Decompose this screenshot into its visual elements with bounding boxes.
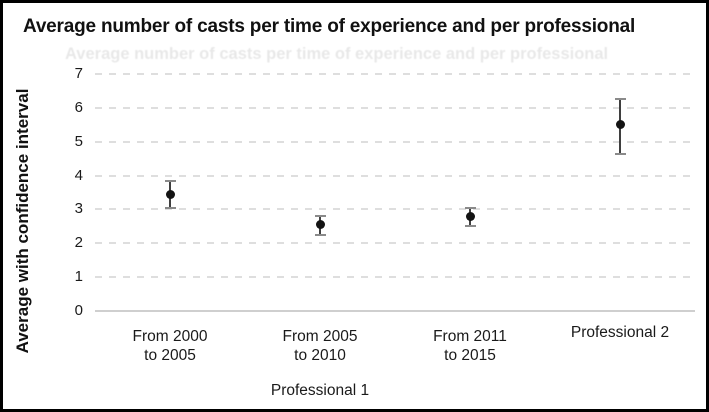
gridline-y6 (95, 106, 695, 109)
error-bar-cap-bottom (314, 233, 326, 236)
error-bar-cap-top (614, 98, 626, 101)
y-tick-label-5: 5 (74, 132, 83, 150)
x-category-label: From 2005 to 2010 (245, 327, 395, 365)
gridline-y3 (95, 208, 695, 211)
y-axis-title: Average with confidence interval (13, 88, 32, 354)
x-category-label-line: From 2000 (132, 328, 208, 345)
gridline-y2 (95, 242, 695, 245)
y-tick-label-3: 3 (74, 200, 83, 218)
x-category-label-line: to 2015 (444, 347, 496, 364)
error-bar-cap-bottom (164, 206, 176, 209)
error-bar-cap-top (164, 179, 176, 182)
error-bar-cap-bottom (614, 152, 626, 155)
y-tick-label-1: 1 (74, 268, 83, 286)
x-category-label-line: Professional 2 (570, 324, 670, 341)
point-marker (165, 189, 175, 199)
error-bar-cap-top (314, 215, 326, 218)
gridline-y7 (95, 73, 695, 75)
chart-title: Average number of casts per time of expe… (23, 16, 636, 37)
gridline-y5 (95, 140, 695, 143)
y-tick-label-4: 4 (74, 166, 83, 184)
x-category-label: From 2000 to 2005 (95, 327, 245, 365)
title-ghost-artifact: Average number of casts per time of expe… (65, 45, 609, 63)
point-marker (465, 211, 475, 221)
x-category-label-line: to 2005 (144, 347, 196, 364)
x-category-label: Professional 2 (545, 323, 695, 342)
y-tick-label-2: 2 (74, 234, 83, 252)
gridline-y4 (95, 174, 695, 177)
point-marker (315, 220, 325, 230)
y-tick-label-6: 6 (74, 98, 83, 116)
gridline-y1 (95, 276, 695, 279)
plot-area: 0 1 2 3 4 5 6 7 From 2000 to 2005 From 2005 to 2010… (75, 65, 695, 364)
y-tick-label-7: 7 (74, 65, 83, 82)
x-category-label-line: From 2011 (433, 328, 507, 345)
error-bar-cap-bottom (464, 225, 476, 228)
x-category-label-line: to 2010 (294, 347, 346, 364)
x-group-label: Professional 1 (270, 382, 370, 399)
point-marker (615, 120, 625, 130)
x-category-label-line: From 2005 (282, 328, 358, 345)
x-category-label: From 2011 to 2015 (395, 327, 545, 365)
error-bar-cap-top (464, 206, 476, 209)
x-axis-baseline (95, 310, 695, 312)
y-tick-label-0: 0 (74, 302, 83, 319)
